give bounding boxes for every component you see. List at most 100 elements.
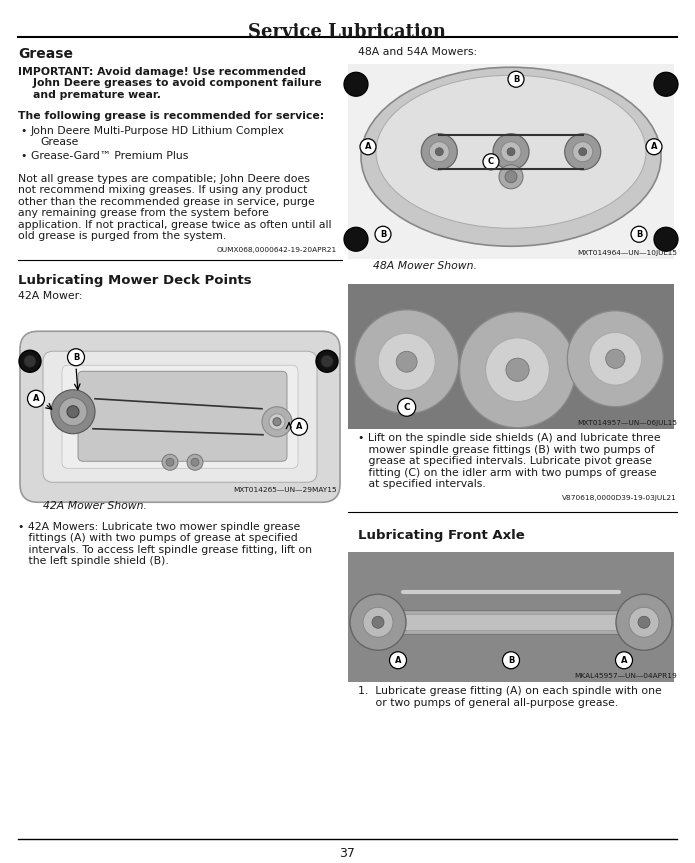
Circle shape <box>396 351 417 372</box>
Text: intervals. To access left spindle grease fitting, lift on: intervals. To access left spindle grease… <box>18 545 312 555</box>
Text: John Deere greases to avoid component failure: John Deere greases to avoid component fa… <box>18 79 322 89</box>
Text: Grease: Grease <box>40 137 79 148</box>
Text: The following grease is recommended for service:: The following grease is recommended for … <box>18 110 325 121</box>
Circle shape <box>344 227 368 251</box>
Text: V870618,0000D39-19-03JUL21: V870618,0000D39-19-03JUL21 <box>562 494 677 501</box>
FancyBboxPatch shape <box>43 351 317 482</box>
Circle shape <box>28 390 44 407</box>
Circle shape <box>499 165 523 189</box>
Circle shape <box>501 142 521 161</box>
Text: A: A <box>296 422 302 432</box>
Bar <box>348 64 674 259</box>
Text: 42A Mower Shown.: 42A Mower Shown. <box>43 501 147 511</box>
Circle shape <box>493 134 529 170</box>
Text: other than the recommended grease in service, purge: other than the recommended grease in ser… <box>18 197 315 207</box>
Text: 37: 37 <box>339 847 355 860</box>
FancyBboxPatch shape <box>20 331 340 502</box>
FancyBboxPatch shape <box>62 365 298 469</box>
Text: B: B <box>379 230 386 239</box>
Circle shape <box>354 310 459 413</box>
Text: OUMX068,0000642-19-20APR21: OUMX068,0000642-19-20APR21 <box>217 247 337 253</box>
Circle shape <box>430 142 449 161</box>
Circle shape <box>24 356 36 368</box>
Circle shape <box>269 413 285 430</box>
Text: C: C <box>403 403 410 412</box>
Circle shape <box>321 356 333 368</box>
Text: B: B <box>73 353 79 362</box>
Circle shape <box>59 398 87 425</box>
Bar <box>348 552 674 683</box>
Bar <box>363 610 659 634</box>
Circle shape <box>616 595 672 650</box>
Circle shape <box>502 652 519 669</box>
Text: Grease: Grease <box>18 47 73 61</box>
Circle shape <box>187 454 203 470</box>
Text: not recommend mixing greases. If using any product: not recommend mixing greases. If using a… <box>18 186 307 195</box>
Circle shape <box>508 72 524 87</box>
Circle shape <box>435 148 443 155</box>
Text: application. If not practical, grease twice as often until all: application. If not practical, grease tw… <box>18 220 332 230</box>
Circle shape <box>19 350 41 372</box>
Circle shape <box>565 134 600 170</box>
Text: 42A Mower:: 42A Mower: <box>18 291 83 301</box>
Text: 1.  Lubricate grease fitting (A) on each spindle with one: 1. Lubricate grease fitting (A) on each … <box>358 686 662 696</box>
Circle shape <box>567 311 663 406</box>
Circle shape <box>646 139 662 154</box>
Text: fitting (C) on the idler arm with two pumps of grease: fitting (C) on the idler arm with two pu… <box>358 468 657 478</box>
Text: A: A <box>365 142 371 151</box>
Text: the left spindle shield (B).: the left spindle shield (B). <box>18 557 169 566</box>
Text: Lubricating Mower Deck Points: Lubricating Mower Deck Points <box>18 274 252 287</box>
Circle shape <box>459 312 575 428</box>
Text: mower spindle grease fittings (B) with two pumps of: mower spindle grease fittings (B) with t… <box>358 444 655 455</box>
Text: C: C <box>488 157 494 167</box>
Text: B: B <box>508 656 514 665</box>
Text: 48A Mower Shown.: 48A Mower Shown. <box>373 261 477 271</box>
Text: B: B <box>636 230 642 239</box>
Text: grease at specified intervals. Lubricate pivot grease: grease at specified intervals. Lubricate… <box>358 457 652 466</box>
Circle shape <box>344 72 368 97</box>
Circle shape <box>506 358 529 381</box>
Bar <box>363 614 659 630</box>
Text: • 42A Mowers: Lubricate two mower spindle grease: • 42A Mowers: Lubricate two mower spindl… <box>18 522 300 532</box>
Circle shape <box>421 134 457 170</box>
Text: Lubricating Front Axle: Lubricating Front Axle <box>358 529 525 542</box>
Circle shape <box>262 406 292 437</box>
Circle shape <box>483 154 499 170</box>
Circle shape <box>291 419 307 435</box>
Circle shape <box>273 418 281 425</box>
Circle shape <box>166 458 174 466</box>
Circle shape <box>316 350 338 372</box>
Circle shape <box>378 333 435 390</box>
Text: any remaining grease from the system before: any remaining grease from the system bef… <box>18 209 269 218</box>
Circle shape <box>579 148 587 155</box>
Text: A: A <box>395 656 401 665</box>
Text: A: A <box>33 394 39 403</box>
Circle shape <box>350 595 406 650</box>
Text: Service Lubrication: Service Lubrication <box>248 23 446 41</box>
Circle shape <box>486 337 550 401</box>
Bar <box>18 314 332 500</box>
Circle shape <box>507 148 515 155</box>
Circle shape <box>638 616 650 628</box>
Circle shape <box>631 226 647 243</box>
Circle shape <box>573 142 593 161</box>
Circle shape <box>191 458 199 466</box>
Circle shape <box>372 616 384 628</box>
Text: at specified intervals.: at specified intervals. <box>358 479 486 489</box>
Circle shape <box>629 608 659 637</box>
Circle shape <box>51 390 95 434</box>
Text: • Lift on the spindle side shields (A) and lubricate three: • Lift on the spindle side shields (A) a… <box>358 433 661 444</box>
Text: IMPORTANT: Avoid damage! Use recommended: IMPORTANT: Avoid damage! Use recommended <box>18 67 306 77</box>
Text: and premature wear.: and premature wear. <box>18 90 161 100</box>
Text: or two pumps of general all-purpose grease.: or two pumps of general all-purpose grea… <box>358 698 619 708</box>
Bar <box>348 284 674 429</box>
FancyBboxPatch shape <box>78 371 287 461</box>
Text: John Deere Multi-Purpose HD Lithium Complex: John Deere Multi-Purpose HD Lithium Comp… <box>31 126 285 135</box>
Circle shape <box>398 398 416 416</box>
Circle shape <box>67 349 85 366</box>
Circle shape <box>654 72 678 97</box>
Circle shape <box>616 652 632 669</box>
Text: 48A and 54A Mowers:: 48A and 54A Mowers: <box>358 47 477 57</box>
Text: old grease is purged from the system.: old grease is purged from the system. <box>18 231 227 242</box>
Text: fittings (A) with two pumps of grease at specified: fittings (A) with two pumps of grease at… <box>18 533 297 544</box>
